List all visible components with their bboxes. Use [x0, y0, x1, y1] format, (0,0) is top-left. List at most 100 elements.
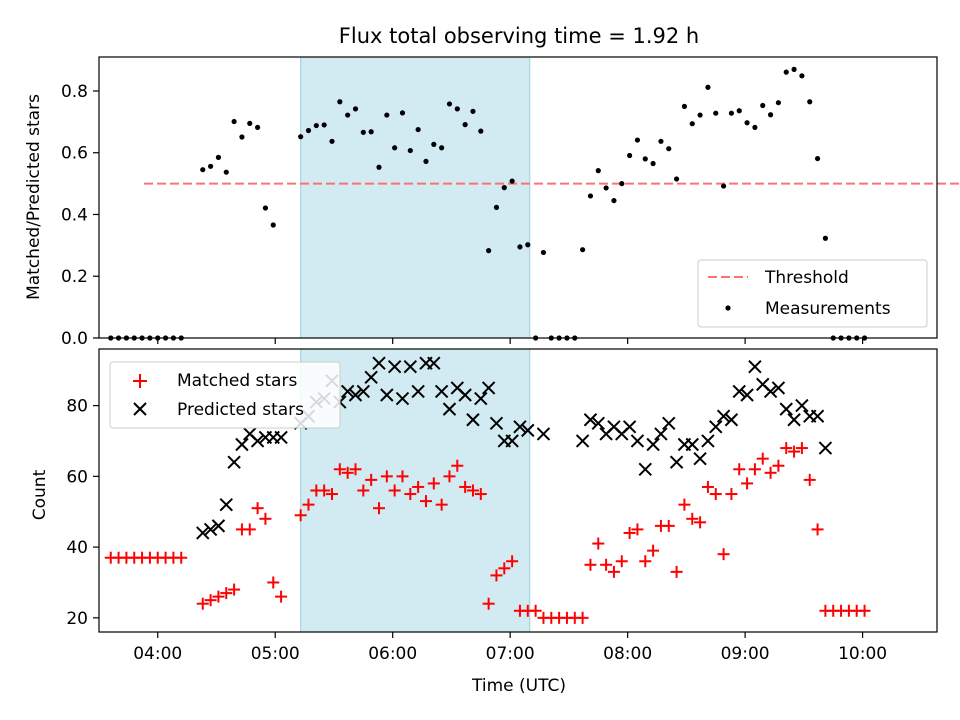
- matched-stars-point: [333, 463, 346, 476]
- matched-stars-point: [717, 548, 730, 561]
- bottom-panel: 20 40 60 80 04:00 05:00 06:00 07:00 08:00 09:00 1…: [30, 348, 938, 696]
- measurement-point: [470, 108, 476, 114]
- matched-stars-point: [803, 473, 816, 486]
- measurement-point: [783, 69, 789, 75]
- matched-stars-point: [647, 544, 660, 557]
- measurement-point: [478, 128, 484, 134]
- predicted-stroke: [356, 384, 371, 399]
- matched-stars-point: [506, 555, 519, 568]
- measurement-point: [713, 110, 719, 116]
- measurement-point: [619, 181, 625, 187]
- matched-stars-point: [811, 523, 824, 536]
- matched-stars-point: [302, 498, 315, 511]
- matched-stars-point: [490, 569, 503, 582]
- measurement-point: [305, 127, 312, 134]
- predicted-stars-point: [685, 437, 699, 452]
- predicted-stars-point: [583, 413, 598, 427]
- predicted-stroke: [521, 423, 535, 438]
- measurement-point: [254, 124, 261, 131]
- matched-stars-point: [404, 488, 417, 501]
- matched-stars-point: [419, 495, 432, 508]
- predicted-stars-point: [235, 437, 249, 452]
- measurement-point: [399, 110, 406, 116]
- predicted-stroke: [779, 402, 793, 416]
- measurement-point: [384, 112, 390, 118]
- predicted-stars-point: [348, 388, 363, 402]
- predicted-stars-point: [662, 416, 676, 430]
- predicted-stroke: [442, 402, 457, 416]
- top-axes-frame: [98, 56, 938, 339]
- measurement-point: [223, 169, 229, 175]
- predicted-stroke: [536, 427, 551, 441]
- matched-stars-point: [701, 480, 714, 493]
- matched-stars-point: [396, 470, 409, 483]
- predicted-stroke: [771, 381, 786, 395]
- x-tick-label: 09:00: [721, 644, 770, 664]
- legend-predicted-swatch: [133, 402, 147, 416]
- predicted-stars-point: [779, 402, 793, 416]
- y-tick-label: 0.4: [61, 205, 88, 225]
- predicted-stroke: [693, 451, 707, 466]
- predicted-stars-point: [356, 384, 371, 399]
- predicted-stroke: [724, 413, 739, 427]
- bottom-y-ticks: 20 40 60 80: [66, 397, 99, 629]
- measurement-point: [486, 248, 492, 254]
- predicted-stars-point: [458, 388, 472, 402]
- matched-stars-point: [466, 484, 479, 497]
- matched-stars-point: [529, 604, 542, 617]
- measurement-point: [799, 73, 805, 79]
- matched-stars-point: [741, 477, 754, 490]
- measurement-point: [580, 247, 586, 253]
- measurement-point: [728, 110, 735, 116]
- measurement-point: [376, 164, 382, 170]
- matched-stars-point: [365, 473, 378, 486]
- measurement-point: [247, 120, 253, 126]
- measurement-point: [215, 154, 222, 160]
- matched-stars-point: [670, 565, 683, 578]
- measurement-point: [595, 168, 601, 174]
- predicted-stars-point: [646, 437, 660, 452]
- x-tick-label: 08:00: [603, 644, 652, 664]
- measurement-point: [744, 120, 750, 126]
- top-y-ticks: 0.0 0.2 0.4 0.6 0.8: [61, 82, 99, 349]
- matched-stars-point: [607, 565, 620, 578]
- matched-stars-point: [600, 558, 613, 571]
- measurement-point: [423, 158, 429, 164]
- measurement-point: [603, 185, 609, 191]
- matched-stars-point: [639, 555, 652, 568]
- predicted-stars-point: [466, 413, 480, 427]
- predicted-stroke: [403, 359, 418, 374]
- matched-stars-point: [780, 442, 793, 455]
- predicted-stars-point: [196, 526, 210, 540]
- chart-title: Flux total observing time = 1.92 h: [339, 24, 699, 48]
- predicted-stroke: [458, 388, 472, 402]
- matched-stars-point: [631, 523, 644, 536]
- predicted-stars-point: [434, 384, 449, 399]
- predicted-stroke: [227, 455, 241, 469]
- measurement-point: [200, 167, 206, 173]
- measurement-point: [493, 204, 500, 210]
- matched-stars-point: [482, 597, 495, 610]
- measurement-point: [587, 193, 594, 199]
- measurement-point: [454, 106, 460, 112]
- legend-measurements-label: Measurements: [765, 299, 891, 319]
- matched-stars-point: [451, 459, 464, 472]
- predicted-stars-point: [250, 434, 265, 448]
- predicted-stars-point: [701, 434, 715, 448]
- measurement-point: [446, 101, 453, 107]
- predicted-stroke: [583, 413, 598, 427]
- measurement-point: [634, 137, 641, 143]
- predicted-stars-point: [693, 451, 707, 466]
- predicted-stroke: [340, 384, 355, 399]
- predicted-stars-point: [211, 519, 226, 533]
- predicted-stars-point: [591, 416, 605, 430]
- predicted-stroke: [575, 434, 590, 448]
- y-tick-label: 20: [66, 609, 88, 629]
- predicted-stars-point: [521, 423, 535, 438]
- predicted-stars-point: [442, 402, 457, 416]
- predicted-stars-point: [810, 409, 825, 423]
- matched-stars-point: [443, 470, 456, 483]
- matched-stars-point: [772, 459, 785, 472]
- measurement-point: [431, 141, 437, 147]
- matched-stars-point: [592, 537, 605, 550]
